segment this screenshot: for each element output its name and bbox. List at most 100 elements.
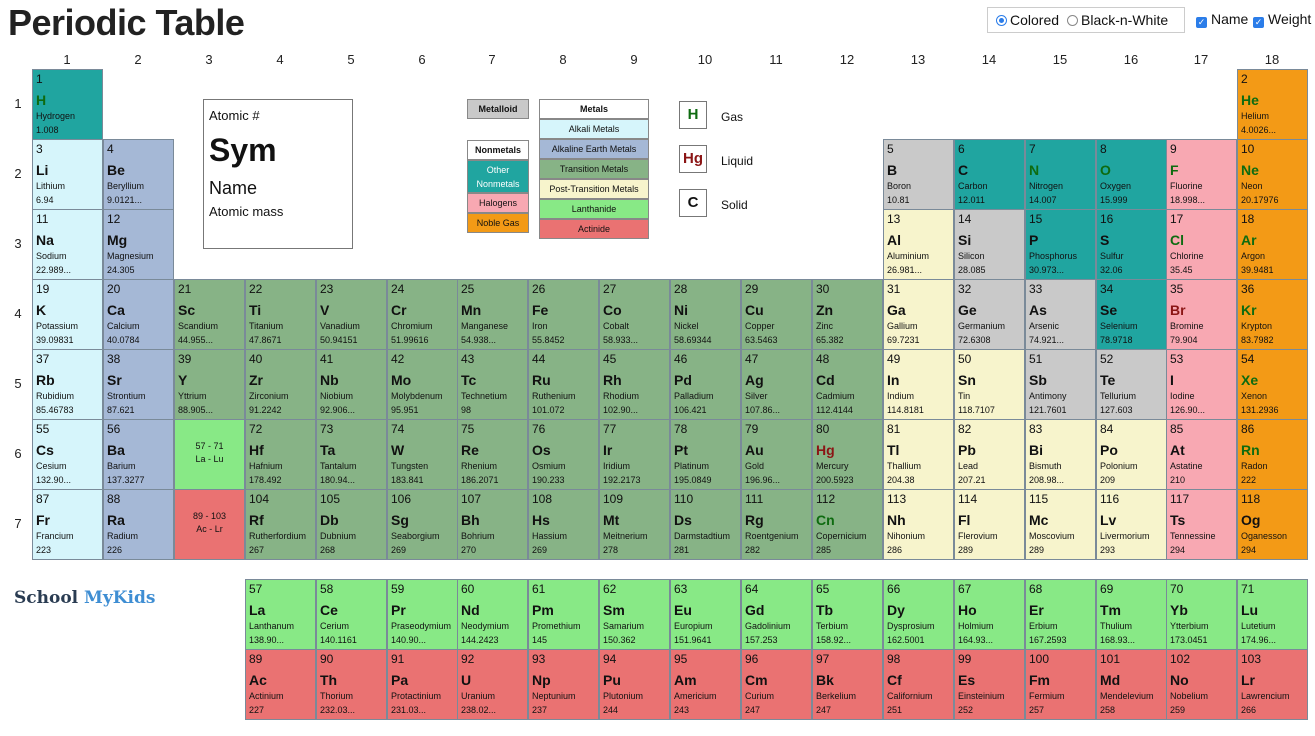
element-eu[interactable]: 63 Eu Europium 151.9641 <box>670 579 741 650</box>
element-og[interactable]: 118 Og Oganesson 294 <box>1237 489 1308 560</box>
element-fr[interactable]: 87 Fr Francium 223 <box>32 489 103 560</box>
element-bh[interactable]: 107 Bh Bohrium 270 <box>457 489 528 560</box>
element-tl[interactable]: 81 Tl Thallium 204.38 <box>883 419 954 490</box>
element-lr[interactable]: 103 Lr Lawrencium 266 <box>1237 649 1308 720</box>
legend-post-transition-metals[interactable]: Post-Transition Metals <box>539 179 649 199</box>
element-c[interactable]: 6 C Carbon 12.011 <box>954 139 1025 210</box>
element-br[interactable]: 35 Br Bromine 79.904 <box>1166 279 1237 350</box>
element-ar[interactable]: 18 Ar Argon 39.9481 <box>1237 209 1308 280</box>
element-tc[interactable]: 43 Tc Technetium 98 <box>457 349 528 420</box>
element-sm[interactable]: 62 Sm Samarium 150.362 <box>599 579 670 650</box>
element-mn[interactable]: 25 Mn Manganese 54.938... <box>457 279 528 350</box>
bw-radio[interactable] <box>1067 15 1078 26</box>
element-ca[interactable]: 20 Ca Calcium 40.0784 <box>103 279 174 350</box>
legend-halogens[interactable]: Halogens <box>467 193 529 213</box>
element-ir[interactable]: 77 Ir Iridium 192.2173 <box>599 419 670 490</box>
element-mc[interactable]: 115 Mc Moscovium 289 <box>1025 489 1096 560</box>
element-si[interactable]: 14 Si Silicon 28.085 <box>954 209 1025 280</box>
element-ga[interactable]: 31 Ga Gallium 69.7231 <box>883 279 954 350</box>
weight-toggle[interactable]: ✓ Weight <box>1253 11 1311 28</box>
element-os[interactable]: 76 Os Osmium 190.233 <box>528 419 599 490</box>
element-sc[interactable]: 21 Sc Scandium 44.955... <box>174 279 245 350</box>
element-fm[interactable]: 100 Fm Fermium 257 <box>1025 649 1096 720</box>
element-cs[interactable]: 55 Cs Cesium 132.90... <box>32 419 103 490</box>
element-ge[interactable]: 32 Ge Germanium 72.6308 <box>954 279 1025 350</box>
element-ac[interactable]: 89 Ac Actinium 227 <box>245 649 316 720</box>
element-cr[interactable]: 24 Cr Chromium 51.99616 <box>387 279 458 350</box>
element-ce[interactable]: 58 Ce Cerium 140.1161 <box>316 579 387 650</box>
element-zr[interactable]: 40 Zr Zirconium 91.2242 <box>245 349 316 420</box>
element-p[interactable]: 15 P Phosphorus 30.973... <box>1025 209 1096 280</box>
element-mo[interactable]: 42 Mo Molybdenum 95.951 <box>387 349 458 420</box>
weight-toggle-label[interactable]: Weight <box>1268 11 1312 27</box>
element-la[interactable]: 57 La Lanthanum 138.90... <box>245 579 316 650</box>
element-he[interactable]: 2 He Helium 4.0026... <box>1237 69 1308 140</box>
element-cd[interactable]: 48 Cd Cadmium 112.4144 <box>812 349 883 420</box>
element-rg[interactable]: 111 Rg Roentgenium 282 <box>741 489 812 560</box>
legend-alkaline-earth-metals[interactable]: Alkaline Earth Metals <box>539 139 649 159</box>
element-nd[interactable]: 60 Nd Neodymium 144.2423 <box>457 579 528 650</box>
colored-radio[interactable] <box>996 15 1007 26</box>
legend-transition-metals[interactable]: Transition Metals <box>539 159 649 179</box>
element-w[interactable]: 74 W Tungsten 183.841 <box>387 419 458 490</box>
element-cn[interactable]: 112 Cn Copernicium 285 <box>812 489 883 560</box>
element-lu[interactable]: 71 Lu Lutetium 174.96... <box>1237 579 1308 650</box>
bw-label[interactable]: Black-n-White <box>1081 12 1169 28</box>
element-h[interactable]: 1 H Hydrogen 1.008 <box>32 69 103 140</box>
element-yb[interactable]: 70 Yb Ytterbium 173.0451 <box>1166 579 1237 650</box>
element-ho[interactable]: 67 Ho Holmium 164.93... <box>954 579 1025 650</box>
legend-lanthanide[interactable]: Lanthanide <box>539 199 649 219</box>
element-s[interactable]: 16 S Sulfur 32.06 <box>1096 209 1167 280</box>
element-cu[interactable]: 29 Cu Copper 63.5463 <box>741 279 812 350</box>
element-db[interactable]: 105 Db Dubnium 268 <box>316 489 387 560</box>
element-tm[interactable]: 69 Tm Thulium 168.93... <box>1096 579 1167 650</box>
element-na[interactable]: 11 Na Sodium 22.989... <box>32 209 103 280</box>
legend-metalloid[interactable]: Metalloid <box>467 99 529 119</box>
name-toggle-label[interactable]: Name <box>1211 11 1249 27</box>
element-th[interactable]: 90 Th Thorium 232.03... <box>316 649 387 720</box>
element-ts[interactable]: 117 Ts Tennessine 294 <box>1166 489 1237 560</box>
element-cl[interactable]: 17 Cl Chlorine 35.45 <box>1166 209 1237 280</box>
element-fl[interactable]: 114 Fl Flerovium 289 <box>954 489 1025 560</box>
element-bi[interactable]: 83 Bi Bismuth 208.98... <box>1025 419 1096 490</box>
element-sr[interactable]: 38 Sr Strontium 87.621 <box>103 349 174 420</box>
element-nh[interactable]: 113 Nh Nihonium 286 <box>883 489 954 560</box>
element-sb[interactable]: 51 Sb Antimony 121.7601 <box>1025 349 1096 420</box>
element-no[interactable]: 102 No Nobelium 259 <box>1166 649 1237 720</box>
element-lv[interactable]: 116 Lv Livermorium 293 <box>1096 489 1167 560</box>
element-es[interactable]: 99 Es Einsteinium 252 <box>954 649 1025 720</box>
element-as[interactable]: 33 As Arsenic 74.921... <box>1025 279 1096 350</box>
element-ne[interactable]: 10 Ne Neon 20.17976 <box>1237 139 1308 210</box>
element-ti[interactable]: 22 Ti Titanium 47.8671 <box>245 279 316 350</box>
element-po[interactable]: 84 Po Polonium 209 <box>1096 419 1167 490</box>
element-ag[interactable]: 47 Ag Silver 107.86... <box>741 349 812 420</box>
element-gd[interactable]: 64 Gd Gadolinium 157.253 <box>741 579 812 650</box>
element-hf[interactable]: 72 Hf Hafnium 178.492 <box>245 419 316 490</box>
element-ra[interactable]: 88 Ra Radium 226 <box>103 489 174 560</box>
element-rh[interactable]: 45 Rh Rhodium 102.90... <box>599 349 670 420</box>
element-hs[interactable]: 108 Hs Hassium 269 <box>528 489 599 560</box>
element-pt[interactable]: 78 Pt Platinum 195.0849 <box>670 419 741 490</box>
element-rn[interactable]: 86 Rn Radon 222 <box>1237 419 1308 490</box>
element-al[interactable]: 13 Al Aluminium 26.981... <box>883 209 954 280</box>
element-er[interactable]: 68 Er Erbium 167.2593 <box>1025 579 1096 650</box>
actinides-placeholder[interactable]: 89 - 103 Ac - Lr <box>174 489 245 560</box>
element-te[interactable]: 52 Te Tellurium 127.603 <box>1096 349 1167 420</box>
element-v[interactable]: 23 V Vanadium 50.94151 <box>316 279 387 350</box>
element-fe[interactable]: 26 Fe Iron 55.8452 <box>528 279 599 350</box>
element-bk[interactable]: 97 Bk Berkelium 247 <box>812 649 883 720</box>
element-li[interactable]: 3 Li Lithium 6.94 <box>32 139 103 210</box>
element-be[interactable]: 4 Be Beryllium 9.0121... <box>103 139 174 210</box>
element-cf[interactable]: 98 Cf Californium 251 <box>883 649 954 720</box>
element-au[interactable]: 79 Au Gold 196.96... <box>741 419 812 490</box>
legend-noble-gas[interactable]: Noble Gas <box>467 213 529 233</box>
element-pb[interactable]: 82 Pb Lead 207.21 <box>954 419 1025 490</box>
element-u[interactable]: 92 U Uranium 238.02... <box>457 649 528 720</box>
element-ta[interactable]: 73 Ta Tantalum 180.94... <box>316 419 387 490</box>
colored-option[interactable]: Colored <box>996 12 1059 28</box>
element-co[interactable]: 27 Co Cobalt 58.933... <box>599 279 670 350</box>
element-mt[interactable]: 109 Mt Meitnerium 278 <box>599 489 670 560</box>
element-sn[interactable]: 50 Sn Tin 118.7107 <box>954 349 1025 420</box>
legend-alkali-metals[interactable]: Alkali Metals <box>539 119 649 139</box>
element-am[interactable]: 95 Am Americium 243 <box>670 649 741 720</box>
